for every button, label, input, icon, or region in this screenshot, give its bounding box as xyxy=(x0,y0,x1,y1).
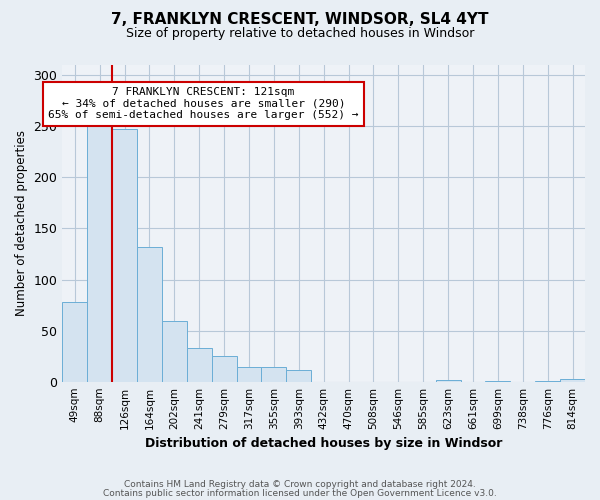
Bar xyxy=(262,368,286,382)
Bar xyxy=(62,302,87,382)
Bar xyxy=(212,356,236,382)
Bar xyxy=(535,380,560,382)
Text: Contains HM Land Registry data © Crown copyright and database right 2024.: Contains HM Land Registry data © Crown c… xyxy=(124,480,476,489)
Bar xyxy=(236,368,262,382)
Bar xyxy=(436,380,461,382)
Bar xyxy=(485,380,511,382)
Bar xyxy=(112,130,137,382)
Y-axis label: Number of detached properties: Number of detached properties xyxy=(15,130,28,316)
X-axis label: Distribution of detached houses by size in Windsor: Distribution of detached houses by size … xyxy=(145,437,502,450)
Text: Size of property relative to detached houses in Windsor: Size of property relative to detached ho… xyxy=(126,28,474,40)
Bar xyxy=(560,378,585,382)
Bar xyxy=(286,370,311,382)
Text: Contains public sector information licensed under the Open Government Licence v3: Contains public sector information licen… xyxy=(103,489,497,498)
Text: 7, FRANKLYN CRESCENT, WINDSOR, SL4 4YT: 7, FRANKLYN CRESCENT, WINDSOR, SL4 4YT xyxy=(111,12,489,28)
Bar xyxy=(162,322,187,382)
Bar xyxy=(187,348,212,382)
Bar xyxy=(87,126,112,382)
Text: 7 FRANKLYN CRESCENT: 121sqm
← 34% of detached houses are smaller (290)
65% of se: 7 FRANKLYN CRESCENT: 121sqm ← 34% of det… xyxy=(48,87,359,120)
Bar xyxy=(137,247,162,382)
